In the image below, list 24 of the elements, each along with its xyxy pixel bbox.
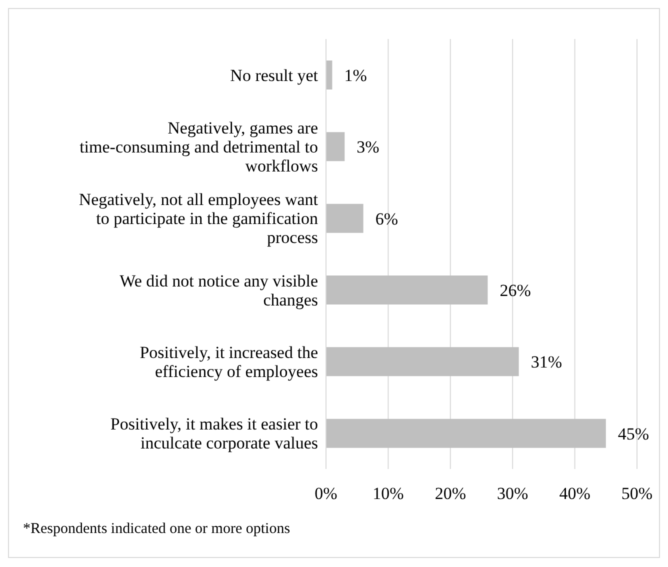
bar [326, 347, 519, 376]
bar [326, 204, 364, 233]
bar [326, 418, 606, 448]
data-label: 6% [375, 209, 398, 228]
data-label: 3% [356, 138, 380, 157]
y-tick-label: Positively, it increased the efficiency of employees [140, 342, 318, 380]
bar [326, 132, 345, 162]
y-tick-label: No result yet [230, 65, 318, 84]
y-tick-label: Positively, it makes it easier to inculcate corporate values [110, 414, 318, 452]
x-tick-label: 50% [621, 484, 653, 504]
data-label: 45% [618, 424, 650, 444]
data-label: 26% [500, 281, 531, 300]
data-label: 31% [530, 352, 562, 372]
bar [326, 276, 488, 304]
y-tick-label: Negatively, games are time-consuming and detrimental to workflows [80, 118, 318, 175]
x-tick-label: 0% [314, 484, 338, 504]
x-tick-label: 10% [372, 484, 404, 504]
text: *Respondents indicated one or more options [23, 521, 290, 538]
y-tick-label: Negatively, not all employees want to participate in the gamification process [78, 190, 318, 247]
data-label: 1% [344, 66, 367, 86]
x-tick-label: 30% [497, 484, 528, 504]
x-tick-label: 40% [559, 484, 590, 504]
y-tick-label: We did not notice any visible changes [120, 270, 318, 309]
x-tick-label: 20% [434, 484, 466, 504]
